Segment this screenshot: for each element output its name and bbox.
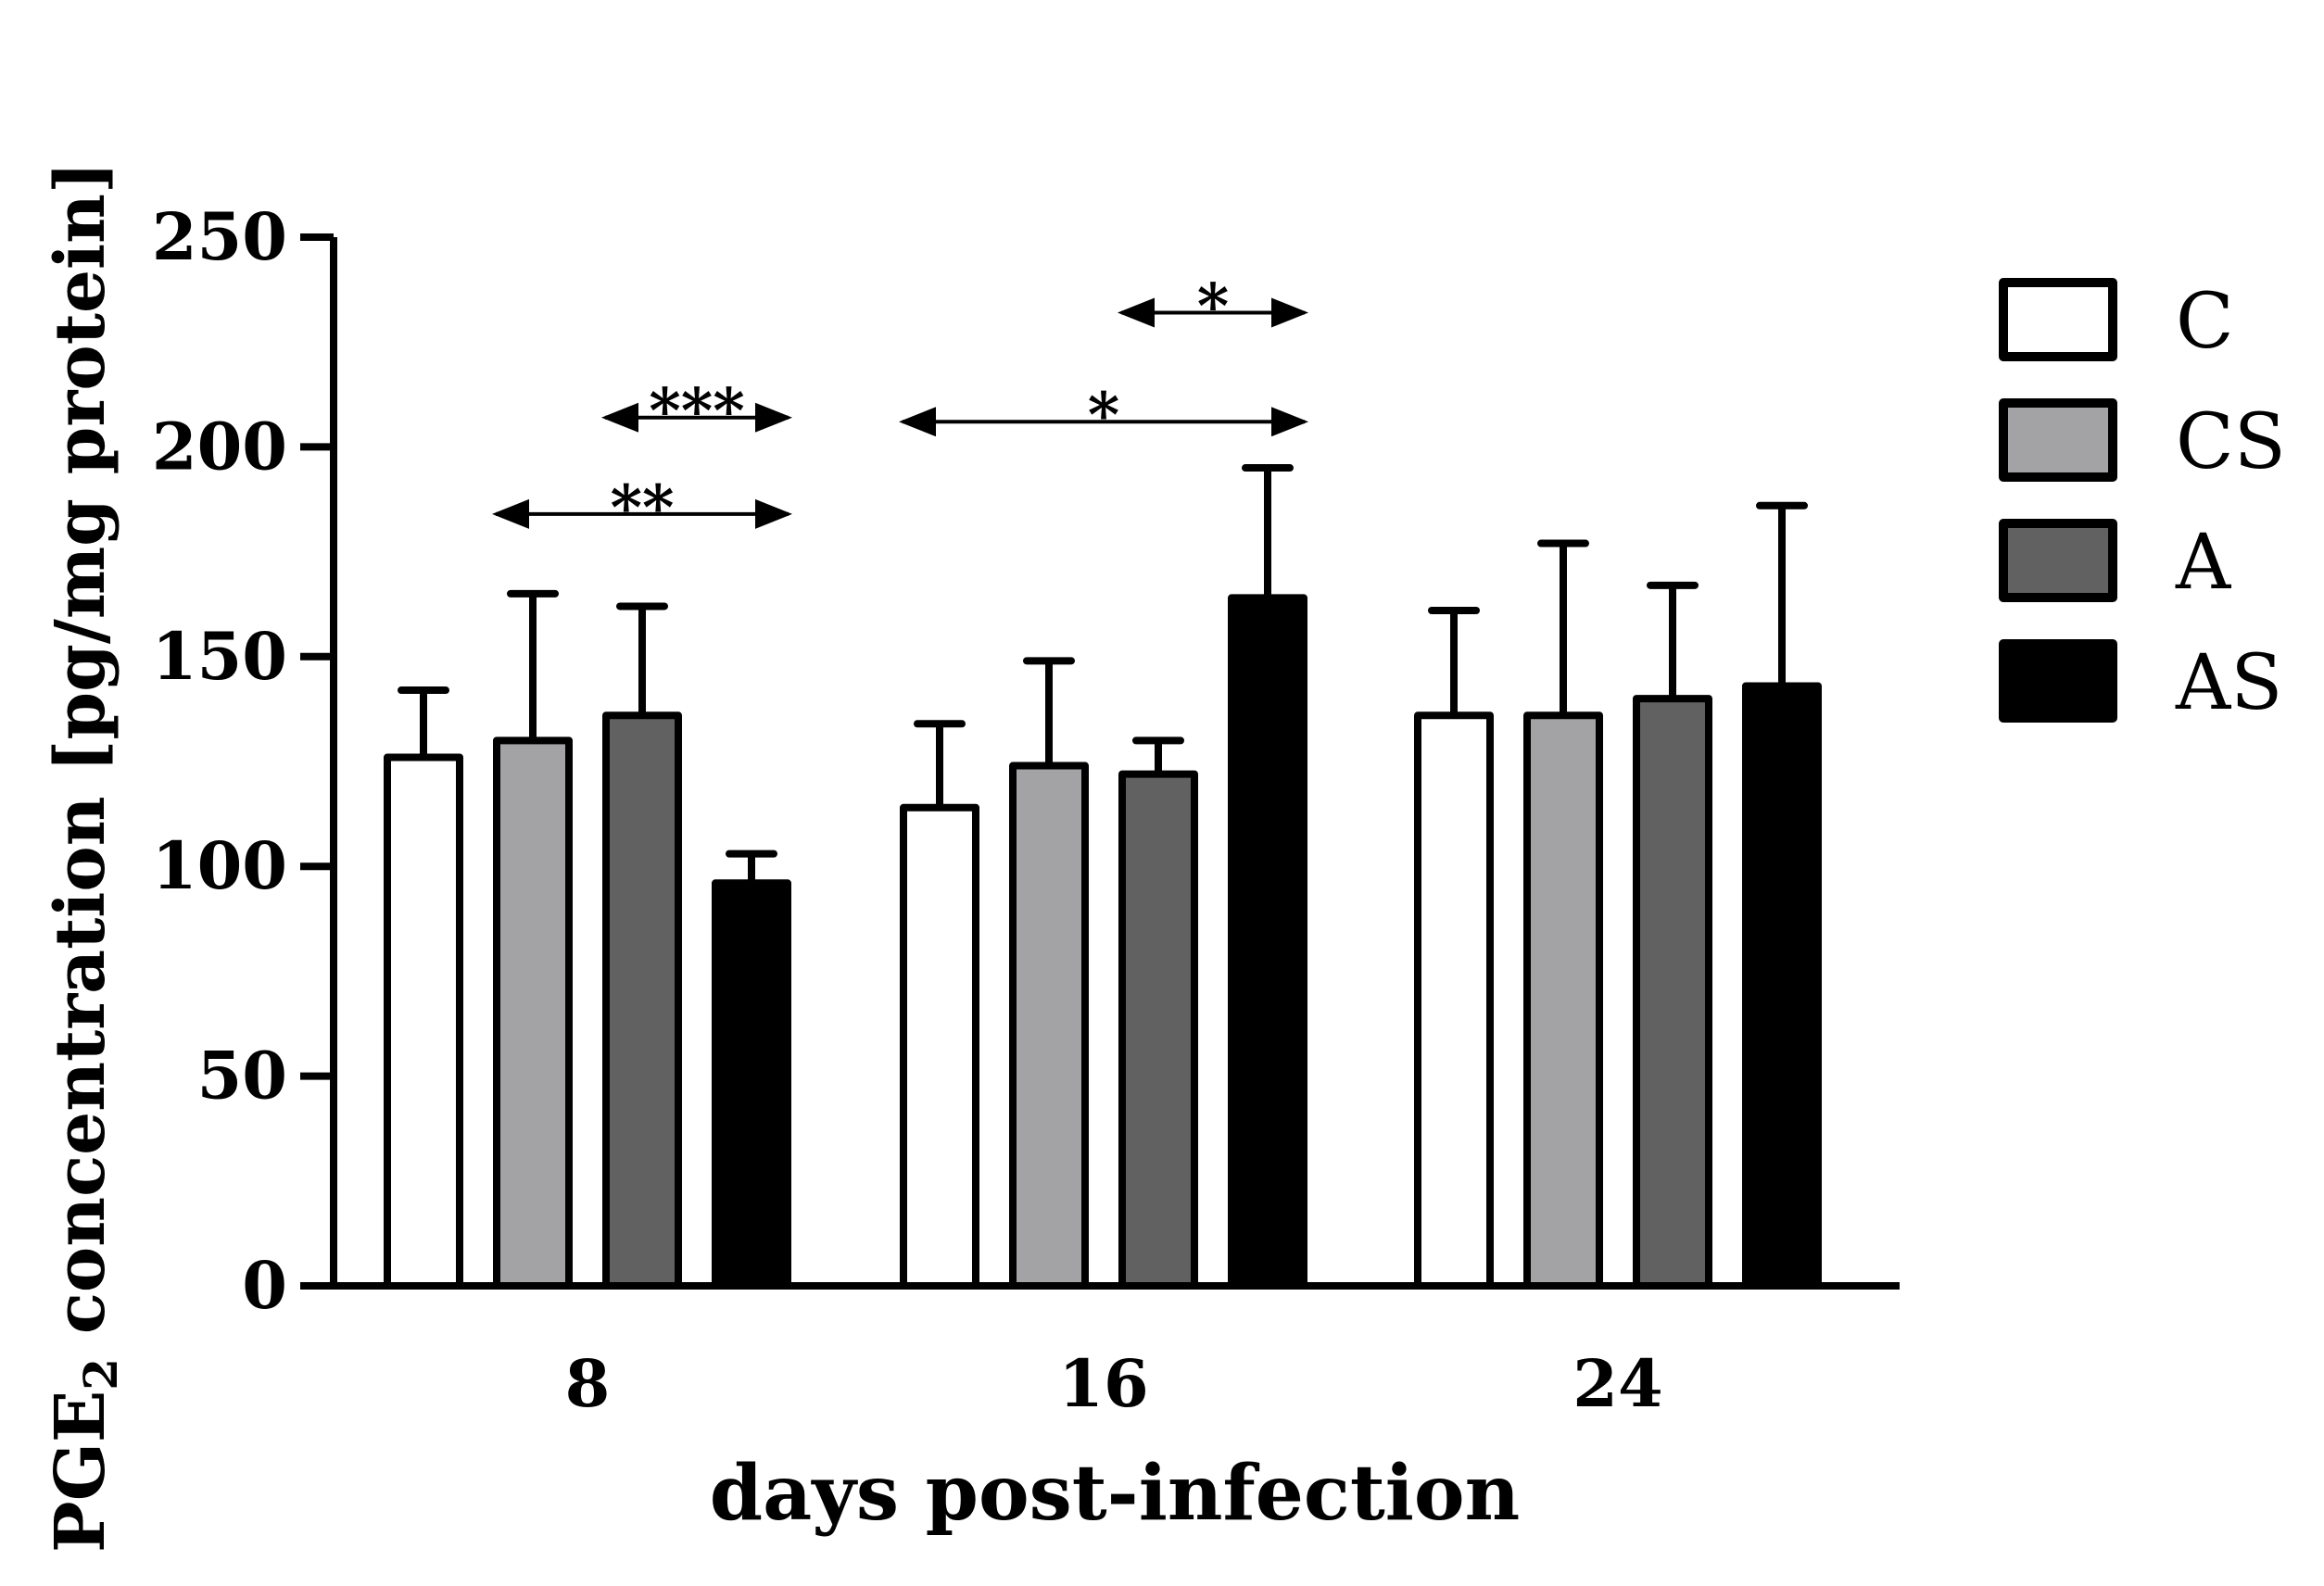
y-axis-title-subscript: 2	[73, 1358, 128, 1391]
bar-AS-16	[1228, 594, 1307, 1290]
bar-C-8	[384, 753, 463, 1290]
bar-C-24	[1414, 711, 1494, 1290]
y-axis-title-main: PGE	[41, 1391, 120, 1553]
bar-A-8	[602, 711, 682, 1290]
bar-CS-8	[493, 736, 573, 1290]
y-axis-title: PGE2 concentration [pg/mg protein]	[41, 161, 128, 1553]
legend-swatch-C	[1999, 278, 2117, 361]
bar-CS-16	[1009, 762, 1089, 1290]
bar-AS-24	[1742, 682, 1822, 1290]
significance-label-2: *	[1088, 379, 1120, 451]
y-tick-label-200: 200	[152, 408, 287, 485]
bar-C-16	[900, 803, 979, 1290]
bar-A-24	[1633, 695, 1712, 1290]
x-tick-label-16: 16	[1058, 1345, 1148, 1422]
x-tick-label-8: 8	[565, 1345, 611, 1422]
x-axis-title: days post-infection	[710, 1449, 1520, 1538]
significance-label-0: **	[610, 472, 674, 544]
y-tick-label-250: 250	[152, 198, 287, 275]
bar-AS-8	[712, 879, 791, 1290]
legend-label-CS: CS	[2176, 398, 2286, 486]
significance-label-3: *	[1197, 271, 1230, 343]
legend-swatch-AS	[1999, 639, 2117, 723]
legend-swatch-A	[1999, 519, 2117, 602]
y-tick-label-150: 150	[152, 618, 287, 695]
legend-label-C: C	[2176, 278, 2234, 366]
y-axis-title-rest: concentration [pg/mg protein]	[41, 161, 120, 1358]
significance-label-1: ***	[649, 375, 745, 447]
legend-label-AS: AS	[2175, 639, 2282, 727]
bar-CS-24	[1523, 711, 1603, 1290]
y-tick-label-100: 100	[152, 827, 287, 904]
bar-A-16	[1118, 770, 1198, 1290]
x-tick-label-24: 24	[1572, 1345, 1662, 1422]
legend-swatch-CS	[1999, 398, 2117, 482]
legend-label-A: A	[2175, 519, 2232, 607]
y-tick-label-50: 50	[197, 1038, 287, 1114]
legend: C CS A AS	[1999, 278, 2286, 727]
y-tick-label-0: 0	[242, 1247, 287, 1324]
